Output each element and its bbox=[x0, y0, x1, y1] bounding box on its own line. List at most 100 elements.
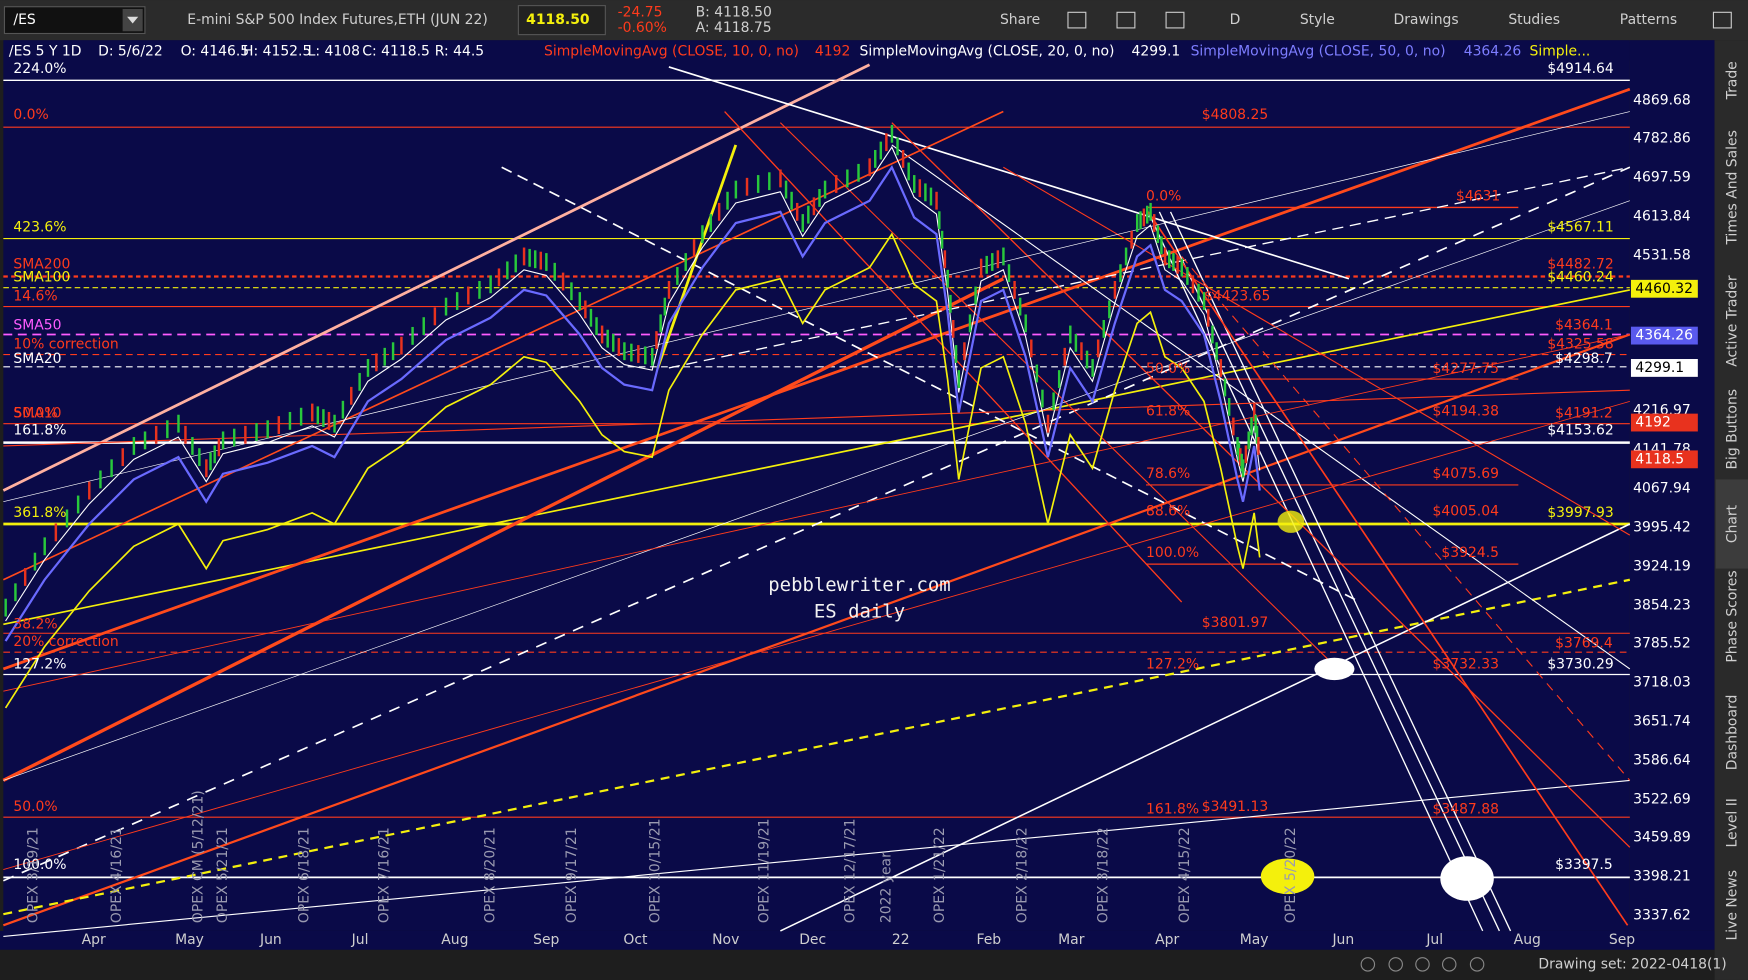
candle bbox=[1254, 414, 1257, 433]
footer-icon[interactable] bbox=[1441, 957, 1457, 972]
price-marker-label: 4118.5 bbox=[1635, 451, 1684, 467]
level-label: $3997.93 bbox=[1547, 505, 1613, 521]
candle bbox=[1163, 247, 1167, 266]
candle bbox=[1152, 214, 1156, 232]
candle bbox=[807, 205, 810, 224]
opex-label: OPEX 3/18/22 bbox=[1096, 827, 1112, 923]
legend-open: O: 4146.5 bbox=[181, 43, 250, 59]
footer-icon[interactable] bbox=[1469, 957, 1485, 972]
trend-line bbox=[2, 333, 1631, 927]
candle bbox=[1241, 459, 1245, 478]
description: E-mini S&P 500 Index Futures,ETH (JUN 22… bbox=[187, 12, 488, 28]
candle bbox=[467, 286, 470, 305]
level-label: $3769.4 bbox=[1555, 635, 1613, 651]
candle bbox=[1207, 308, 1210, 327]
toolbar-icon[interactable] bbox=[1712, 11, 1732, 29]
candle bbox=[217, 438, 221, 457]
candle bbox=[1069, 325, 1072, 344]
candle bbox=[890, 124, 894, 143]
price-marker-label: 4460.32 bbox=[1635, 281, 1693, 297]
toolbar-icon[interactable] bbox=[1067, 11, 1087, 29]
candle bbox=[935, 191, 938, 210]
candle bbox=[489, 275, 492, 294]
level-label: $4005.04 bbox=[1433, 504, 1500, 520]
time-label: Jun bbox=[1331, 932, 1354, 948]
candle bbox=[644, 346, 647, 365]
level-label: 127.2% bbox=[1146, 656, 1199, 672]
level-label: 0.0% bbox=[1146, 188, 1181, 204]
candle bbox=[768, 172, 771, 191]
candle bbox=[667, 280, 671, 299]
candle bbox=[676, 267, 679, 285]
candle bbox=[1013, 280, 1016, 299]
candle bbox=[595, 317, 598, 336]
toolbar-button[interactable] bbox=[1198, 6, 1258, 35]
opex-label: 2022 year bbox=[878, 852, 894, 923]
candle bbox=[918, 179, 922, 198]
candle bbox=[963, 342, 966, 361]
level-label: 14.6% bbox=[13, 289, 57, 305]
candle bbox=[1030, 339, 1033, 358]
time-label: Aug bbox=[441, 932, 468, 948]
candle bbox=[1176, 255, 1179, 274]
candle bbox=[411, 326, 414, 345]
candle bbox=[341, 400, 345, 419]
symbol-box[interactable] bbox=[3, 6, 146, 35]
study-name: SimpleMovingAvg (CLOSE, 50, 0, no) bbox=[1191, 43, 1446, 59]
candle bbox=[154, 425, 158, 444]
study-name: SimpleMovingAvg (CLOSE, 20, 0, no) bbox=[860, 43, 1115, 59]
opex-label: OPEX 2/18/22 bbox=[1014, 827, 1030, 923]
button-label: D bbox=[1230, 12, 1241, 28]
level-label: 61.8% bbox=[1146, 403, 1190, 419]
change: -24.75 bbox=[618, 4, 663, 20]
candle bbox=[938, 211, 941, 230]
legend-low: L: 4108 bbox=[308, 43, 360, 59]
footer-icon[interactable] bbox=[1388, 957, 1403, 972]
ask: A: 4118.75 bbox=[696, 20, 772, 36]
candle bbox=[784, 180, 788, 199]
time-label: May bbox=[1240, 932, 1269, 948]
trend-line bbox=[668, 66, 1350, 280]
toolbar-icon[interactable] bbox=[1116, 11, 1136, 29]
trend-line bbox=[3, 400, 1630, 871]
footer-icon[interactable] bbox=[1360, 957, 1376, 972]
candle bbox=[1211, 325, 1214, 344]
candle bbox=[514, 254, 517, 273]
candle bbox=[812, 197, 816, 216]
level-label: $3732.33 bbox=[1433, 656, 1499, 672]
level-label: $4277.75 bbox=[1433, 361, 1499, 377]
time-label: Sep bbox=[533, 932, 559, 948]
level-label: 88.6% bbox=[1146, 504, 1190, 520]
candle bbox=[1119, 264, 1122, 283]
candle bbox=[391, 342, 395, 361]
candle bbox=[1215, 342, 1218, 361]
level-label: 161.8% bbox=[13, 422, 66, 438]
sidebar-tab-active[interactable] bbox=[1715, 479, 1748, 569]
trend-line bbox=[1181, 256, 1631, 781]
price-label: 3995.42 bbox=[1633, 519, 1691, 535]
level-label: 38.2% bbox=[13, 616, 57, 632]
candle bbox=[801, 214, 804, 232]
sidebar-tab: Live News bbox=[1724, 870, 1740, 940]
toolbar-icon[interactable] bbox=[1165, 11, 1185, 29]
time-label: Oct bbox=[623, 932, 648, 948]
candle bbox=[901, 149, 905, 168]
candle bbox=[1052, 392, 1055, 411]
time-label: Jul bbox=[351, 932, 369, 948]
candle bbox=[455, 292, 459, 310]
candle bbox=[244, 425, 247, 444]
level-label: 161.8% bbox=[1146, 801, 1199, 817]
candle bbox=[1063, 347, 1066, 366]
level-label: 0.0% bbox=[13, 107, 48, 123]
drawing-set: Drawing set: 2022-0418(1) bbox=[1538, 956, 1726, 972]
watermark: ES daily bbox=[814, 601, 905, 623]
level-label: 423.6% bbox=[13, 219, 66, 235]
price-label: 3522.69 bbox=[1633, 791, 1691, 807]
footer-icon[interactable] bbox=[1415, 957, 1430, 972]
opex-label: OPEX 9/17/21 bbox=[564, 827, 580, 923]
candle bbox=[1113, 280, 1117, 299]
candle bbox=[584, 300, 587, 319]
legend-close: C: 4118.5 bbox=[362, 43, 430, 59]
marker bbox=[1440, 856, 1494, 901]
drawings bbox=[2, 63, 1631, 938]
